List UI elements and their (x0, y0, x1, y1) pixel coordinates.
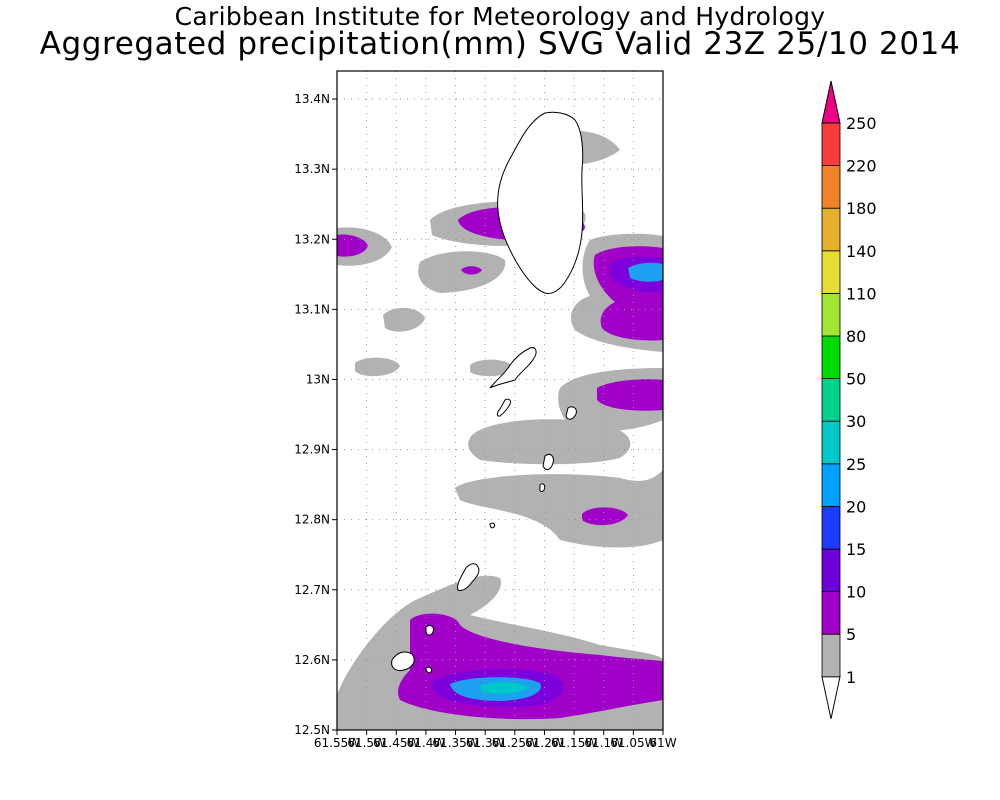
rain-area (582, 507, 628, 526)
rain-area (470, 359, 515, 377)
islet (425, 666, 432, 674)
colorbar-label: 20 (846, 497, 866, 516)
colorbar-label: 15 (846, 540, 866, 559)
colorbar-below-triangle (821, 676, 841, 719)
colorbar-segment (821, 122, 841, 166)
colorbar-segment (821, 548, 841, 592)
lon-tick-label: 61.4W (407, 736, 446, 750)
colorbar-segment (821, 165, 841, 209)
colorbar-label: 25 (846, 455, 866, 474)
lon-tick-label: 61.05W (610, 736, 656, 750)
colorbar-label: 1 (846, 668, 856, 687)
lat-tick-label: 13.2N (294, 232, 330, 246)
colorbar-label: 180 (846, 199, 877, 218)
rain-area (628, 262, 663, 282)
island-mayreau (542, 453, 554, 471)
rain-area (418, 251, 506, 293)
lon-tick-label: 61.2W (525, 736, 564, 750)
lat-tick-label: 13.3N (294, 162, 330, 176)
lon-tick-label: 61.35W (432, 736, 478, 750)
rain-area (455, 470, 663, 548)
rain-area (480, 682, 528, 694)
lon-tick-label: 61.1W (584, 736, 623, 750)
colorbar-segment (821, 335, 841, 379)
rain-area (597, 379, 663, 411)
lat-tick-label: 12.7N (294, 583, 330, 597)
colorbar-segment (821, 463, 841, 507)
colorbar-segment (821, 292, 841, 337)
chart-subtitle: Aggregated precipitation(mm) SVG Valid 2… (39, 26, 961, 62)
chart-title: Caribbean Institute for Meteorology and … (174, 2, 826, 31)
latitude-axis: 12.5N 12.6N 12.7N 12.8N 12.9N 13N 13.1N 13.2N 13… (294, 92, 337, 737)
lat-tick-label: 12.9N (294, 443, 330, 457)
rain-area (337, 234, 368, 257)
peak-rain-areas (450, 262, 663, 701)
lon-tick-label: 61.45W (373, 736, 419, 750)
colorbar-label: 50 (846, 370, 866, 389)
plot-frame (336, 70, 664, 731)
colorbar-label: 10 (846, 583, 866, 602)
colorbar-segment (821, 505, 841, 550)
lon-tick-label: 61.55W (314, 736, 360, 750)
lon-tick-label: 61.15W (551, 736, 597, 750)
colorbar-label: 5 (846, 625, 856, 644)
lat-tick-label: 13.1N (294, 302, 330, 316)
island-grenada-north (391, 651, 415, 671)
island-canouan (565, 406, 577, 420)
island-palm (489, 522, 496, 529)
colorbar-label: 110 (846, 284, 877, 303)
lat-tick-label: 12.8N (294, 513, 330, 527)
colorbar-above-triangle (821, 80, 841, 124)
rain-area (461, 266, 482, 275)
rain-area (355, 357, 400, 377)
island-carriacou (457, 563, 480, 591)
island-union (539, 483, 546, 492)
colorbar-segment (821, 591, 841, 635)
colorbar-label: 220 (846, 157, 877, 176)
island-st-vincent (497, 111, 584, 294)
island-ronde (425, 625, 434, 636)
lon-tick-label: 61W (649, 736, 676, 750)
coastlines (391, 111, 584, 674)
colorbar-label: 140 (846, 242, 877, 261)
lat-tick-label: 13N (306, 372, 330, 386)
colorbar-segment (821, 207, 841, 252)
lat-tick-label: 12.6N (294, 653, 330, 667)
colorbar-segment (821, 420, 841, 465)
colorbar-label: 80 (846, 327, 866, 346)
lon-tick-label: 61.25W (492, 736, 538, 750)
lat-tick-label: 12.5N (294, 723, 330, 737)
rain-area (383, 307, 425, 332)
island-mustique (496, 398, 511, 417)
lat-tick-label: 13.4N (294, 92, 330, 106)
rain-area (468, 419, 631, 465)
colorbar-segment (821, 378, 841, 422)
lon-tick-label: 61.3W (466, 736, 505, 750)
lon-tick-label: 61.5W (347, 736, 386, 750)
colorbar-segment (821, 633, 841, 678)
colorbar-segment (821, 250, 841, 294)
map-grid (337, 71, 663, 730)
precipitation-layer (337, 130, 663, 730)
colorbar-label: 30 (846, 412, 866, 431)
colorbar-label: 250 (846, 114, 877, 133)
island-bequia (489, 347, 537, 389)
longitude-axis: 61.55W61.5W61.45W61.4W61.35W61.3W61.25W6… (314, 730, 677, 750)
